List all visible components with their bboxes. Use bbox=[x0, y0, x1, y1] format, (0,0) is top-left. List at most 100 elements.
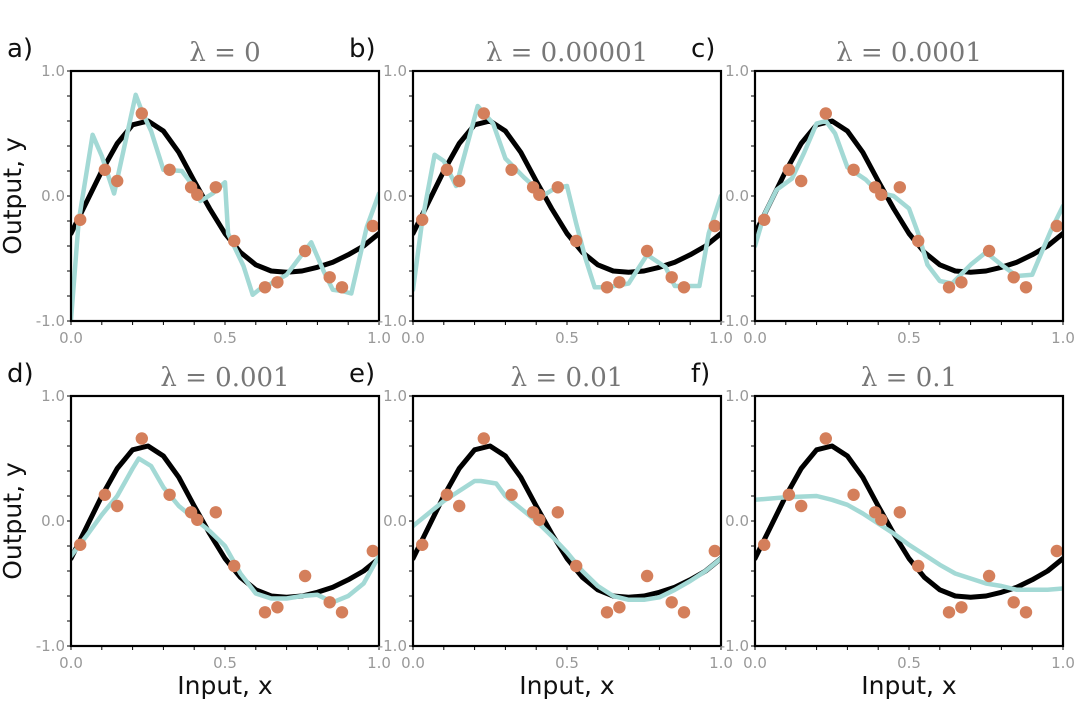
y-tick-label: -1.0 bbox=[36, 312, 65, 330]
data-point bbox=[847, 488, 860, 501]
axes-frame bbox=[69, 69, 381, 323]
data-point bbox=[191, 188, 204, 201]
data-point bbox=[1019, 606, 1033, 619]
data-point bbox=[298, 244, 312, 258]
x-tick-label: 0.5 bbox=[555, 329, 579, 347]
data-point bbox=[708, 544, 721, 558]
data-point bbox=[111, 174, 124, 188]
y-tick-label: 1.0 bbox=[41, 387, 65, 405]
y-tick-label: 0.0 bbox=[383, 187, 407, 205]
axes-frame bbox=[69, 394, 381, 648]
axes-frame bbox=[753, 69, 1065, 323]
data-point bbox=[453, 174, 466, 188]
data-point bbox=[271, 276, 284, 289]
x-tick-label: 1.0 bbox=[1051, 329, 1075, 347]
data-point bbox=[982, 569, 996, 583]
data-point bbox=[819, 107, 832, 120]
data-point bbox=[893, 506, 906, 519]
data-point bbox=[335, 606, 349, 619]
data-point bbox=[163, 163, 176, 176]
x-axis-label: Input, x bbox=[861, 671, 956, 700]
data-point bbox=[366, 219, 379, 233]
data-point bbox=[640, 569, 654, 583]
data-point bbox=[440, 488, 454, 501]
data-point bbox=[912, 559, 925, 573]
data-point bbox=[613, 276, 626, 289]
data-point bbox=[982, 244, 996, 258]
data-point bbox=[942, 281, 956, 294]
x-tick-label: 0.5 bbox=[555, 654, 579, 672]
y-tick-label: 0.0 bbox=[725, 187, 749, 205]
data-point bbox=[366, 544, 379, 558]
true-function-line bbox=[71, 443, 379, 600]
data-point bbox=[228, 559, 241, 573]
true-function-line bbox=[413, 118, 721, 275]
data-point bbox=[1050, 544, 1063, 558]
data-point bbox=[505, 488, 518, 501]
true-function-line bbox=[755, 118, 1063, 275]
x-tick-label: 1.0 bbox=[367, 329, 391, 347]
panel-c: -1.00.01.00.0 0.5 1.0c) λ = 0.0001 bbox=[691, 34, 1075, 347]
data-point bbox=[1007, 596, 1020, 609]
plot-area bbox=[413, 103, 721, 294]
data-point bbox=[209, 506, 222, 519]
x-tick-label: 0.5 bbox=[897, 654, 921, 672]
data-point bbox=[111, 499, 124, 513]
data-point bbox=[640, 244, 654, 258]
x-tick-label: 0.0 bbox=[59, 654, 83, 672]
data-point bbox=[551, 506, 564, 519]
data-point bbox=[135, 432, 148, 445]
x-tick-label: 0.0 bbox=[401, 654, 425, 672]
x-tick-label: 1.0 bbox=[709, 654, 733, 672]
x-tick-label: 1.0 bbox=[709, 329, 733, 347]
panel-title: λ = 0.01 bbox=[511, 363, 624, 393]
true-function-line bbox=[755, 443, 1063, 600]
data-point bbox=[271, 601, 284, 614]
y-tick-label: 1.0 bbox=[725, 62, 749, 80]
data-point bbox=[135, 107, 148, 120]
y-tick-label: 0.0 bbox=[725, 512, 749, 530]
fitted-model-line bbox=[755, 118, 1063, 286]
data-point bbox=[1007, 271, 1020, 284]
y-tick-label: -1.0 bbox=[720, 312, 749, 330]
x-axis-label: Input, x bbox=[519, 671, 614, 700]
panel-title: λ = 0.001 bbox=[160, 363, 289, 393]
data-point bbox=[209, 181, 222, 194]
data-point bbox=[955, 601, 968, 614]
y-tick-label: 0.0 bbox=[41, 512, 65, 530]
panel-title: λ = 0.1 bbox=[861, 363, 957, 393]
data-point bbox=[335, 281, 349, 294]
y-tick-label: 1.0 bbox=[725, 387, 749, 405]
x-tick-label: 0.5 bbox=[213, 654, 237, 672]
panel-letter: e) bbox=[349, 359, 375, 389]
y-tick-label: 1.0 bbox=[383, 62, 407, 80]
x-tick-label: 0.0 bbox=[401, 329, 425, 347]
plot-area bbox=[71, 92, 379, 321]
data-point bbox=[665, 271, 678, 284]
data-point bbox=[477, 432, 490, 445]
data-point bbox=[955, 276, 968, 289]
y-tick-label: -1.0 bbox=[36, 637, 65, 655]
true-function-line bbox=[413, 443, 721, 600]
y-axis-label: Output, y bbox=[0, 137, 27, 255]
y-tick-label: 1.0 bbox=[383, 387, 407, 405]
data-point bbox=[570, 234, 583, 248]
true-function-line bbox=[71, 118, 379, 275]
axes-frame bbox=[411, 69, 723, 323]
data-point bbox=[533, 513, 546, 526]
data-point bbox=[228, 234, 241, 248]
x-tick-label: 0.5 bbox=[213, 329, 237, 347]
data-point bbox=[677, 606, 691, 619]
data-point bbox=[416, 538, 429, 551]
axes-frame bbox=[411, 394, 723, 648]
data-point bbox=[782, 488, 796, 501]
data-point bbox=[533, 188, 546, 201]
data-point bbox=[570, 559, 583, 573]
panel-letter: d) bbox=[7, 359, 34, 389]
y-tick-label: -1.0 bbox=[720, 637, 749, 655]
